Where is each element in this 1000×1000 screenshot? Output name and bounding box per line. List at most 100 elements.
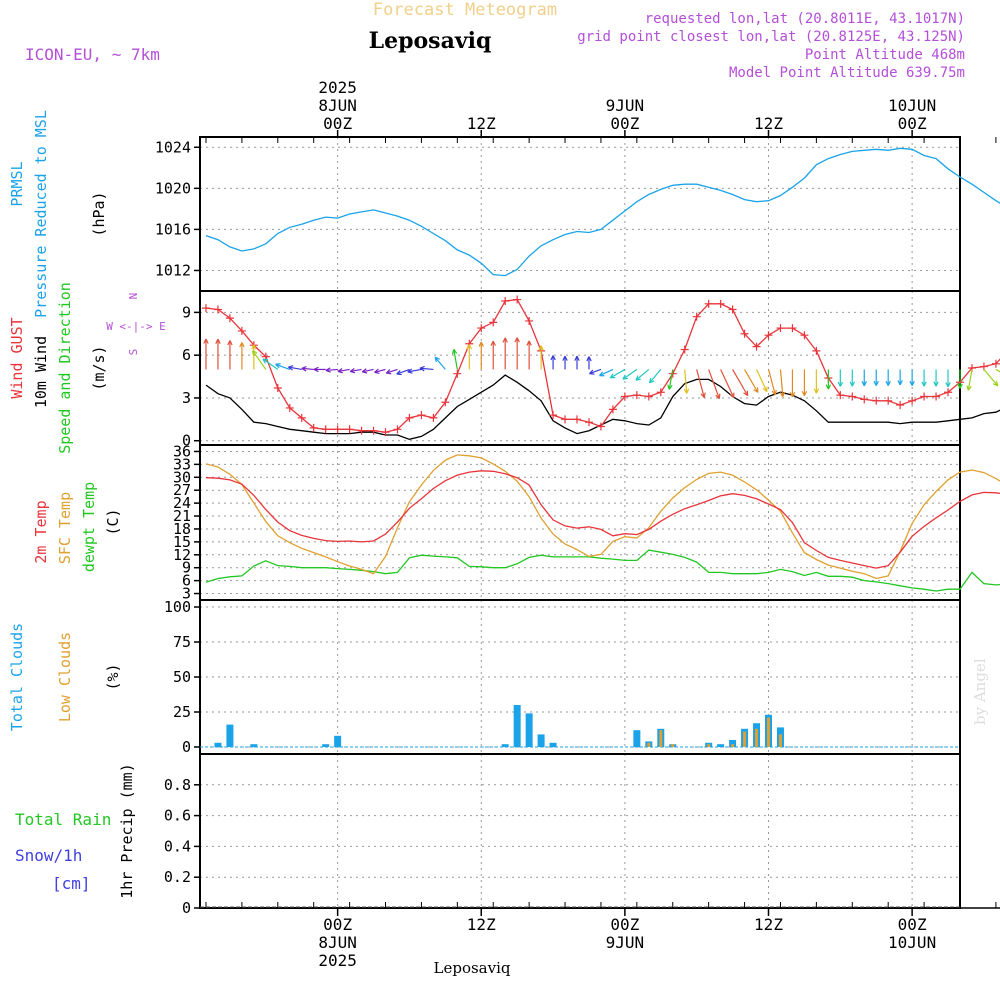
wind-speed-line [205,374,1000,440]
gust-marker [405,413,414,422]
wind-arrow-head [478,341,484,347]
wind-arrow-head [945,382,951,388]
wind-arrow-shaft [453,349,458,370]
gust-marker [896,401,905,410]
wind-arrow [550,355,556,370]
wind-arrow-head [933,381,939,387]
model-altitude: Model Point Altitude 639.75m [729,65,965,81]
gust-marker [656,388,665,397]
wind-arrow-shaft [419,367,434,371]
panel-wind: 0 3 6 9 [182,290,961,450]
wind-arrow-shaft [708,369,720,399]
ytick-label-clouds: 100 [164,598,191,616]
wind-arrow-head [609,373,616,379]
gust-marker [417,411,426,420]
precip-legend-snow: Snow/1h [15,846,82,865]
gust-marker [333,425,342,434]
wind-arrow-head [598,371,605,377]
ytick-label-precip: 0.8 [164,776,191,794]
total-cloud-bar [513,705,521,747]
gust-marker [309,423,318,432]
wind-arrow-head [434,356,440,363]
wind-arrow-shaft [350,368,362,373]
wind-arrow [885,369,891,386]
ytick-label-precip: 0.2 [164,868,191,886]
gust-marker [573,415,582,424]
wind-arrow [696,369,706,398]
ytick-label-temperature: 21 [173,507,191,525]
ytick-label-temperature: 3 [182,585,191,603]
gust-marker [213,305,222,314]
gust-marker [752,342,761,351]
bottom-date-label: 8JUN [318,933,357,952]
gust-marker [991,359,1000,368]
wind-arrow-head [813,388,820,394]
wind-arrow [407,368,422,374]
gust-marker [321,425,330,434]
bottom-date-label: 12Z [754,915,783,934]
wind-arrow [385,368,398,375]
wind-arrow-head [700,392,706,398]
bottom-date-label: 10JUN [888,933,936,952]
gust-marker [285,403,294,412]
gust-marker [680,345,689,354]
gust-marker [848,392,857,401]
wind-arrow [203,338,209,370]
wind-arrow-shaft [649,369,662,384]
wind-arrow-head [837,381,844,387]
bottom-date-label: 00Z [610,915,639,934]
wind-arrow-head [325,367,331,373]
wind-arrow-head [251,344,257,350]
wind-arrow [667,369,674,390]
wind-label-direction: Speed and Direction [56,282,74,454]
wind-arrow-shaft [262,358,279,370]
footer-station-label: Leposaviq [434,959,511,977]
gust-marker [561,415,570,424]
wind-arrow-shaft [967,369,973,391]
grid-point-lonlat: grid point closest lon,lat (20.8125E, 43… [577,29,965,45]
bottom-date-label: 12Z [467,915,496,934]
watermark: by Angel [971,658,989,725]
wind-arrow [313,366,326,373]
wind-arrow-head [337,368,343,374]
plot-layer: 1012101610201024036936912151821242730333… [8,78,1000,977]
ytick-label-temperature: 6 [182,572,191,590]
total-cloud-bar [633,730,641,747]
wind-arrow-head [897,380,903,386]
wind-arrow-head [227,340,233,346]
wind-arrow [708,369,721,400]
wind-arrow [526,340,532,370]
wind-arrow [966,369,973,391]
gust-marker [884,396,893,405]
wind-arrow [744,369,759,393]
wind-arrow-head [550,355,556,361]
cloud-label-low: Low Clouds [56,632,74,722]
wind-arrow-shaft [767,369,776,395]
wind-arrow [502,337,508,370]
wind-arrow-shaft [610,368,626,379]
wind-arrow-head [349,368,356,374]
wind-arrow [995,368,1000,373]
gust-marker [836,391,845,400]
wind-arrow-head [313,366,319,373]
cloud-unit: (%) [104,663,122,690]
wind-arrow-head [275,363,281,369]
panel-frame-pressure [199,136,961,292]
wind-arrow-head [502,337,508,343]
ytick-label-wind: 9 [182,303,191,321]
total-cloud-bar [322,744,330,747]
ytick-label-clouds: 25 [173,703,191,721]
gust-marker [776,324,785,333]
gust-marker [369,426,378,435]
wind-arrow-head [779,391,786,398]
wind-arrow [586,356,592,370]
wind-arrow-head [885,380,891,386]
temp-label-2m: 2m Temp [32,500,50,563]
gust-marker [584,418,593,427]
bottom-date-label: 2025 [318,951,357,970]
ytick-label-pressure: 1012 [155,261,191,279]
total-cloud-bar [214,742,222,747]
pressure-label-prmsl: PRMSL [8,161,26,206]
gust-marker [716,299,725,308]
